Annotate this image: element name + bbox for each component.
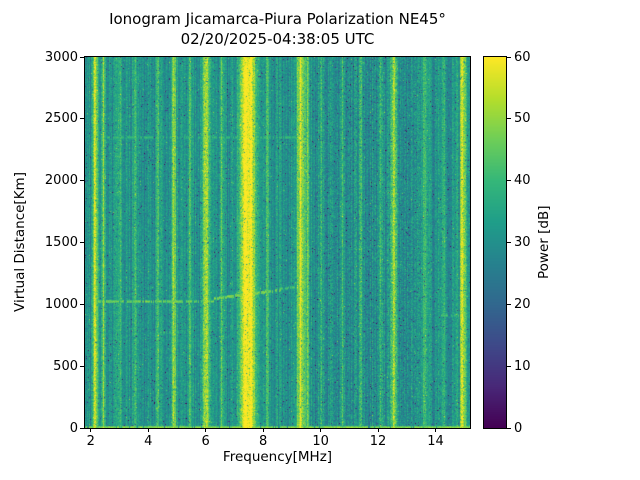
- x-tick-label: 6: [201, 434, 210, 449]
- colorbar-tick-mark: [507, 56, 511, 58]
- colorbar-tick-mark: [507, 365, 511, 367]
- colorbar-tick-mark: [507, 180, 511, 182]
- chart-subtitle: 02/20/2025-04:38:05 UTC: [180, 29, 375, 48]
- colorbar-tick-label: 20: [514, 296, 531, 312]
- y-tick-mark: [80, 427, 84, 429]
- chart-title: Ionogram Jicamarca-Piura Polarization NE…: [109, 10, 446, 28]
- y-tick-label: 500: [53, 358, 78, 374]
- y-tick-label: 2500: [44, 111, 78, 127]
- colorbar-tick-mark: [507, 303, 511, 305]
- y-tick-mark: [80, 303, 84, 305]
- y-tick-label: 0: [69, 420, 78, 436]
- x-tick-label: 10: [312, 434, 329, 449]
- x-tick-label: 14: [427, 434, 444, 449]
- colorbar-canvas: [484, 57, 506, 428]
- colorbar-tick-label: 30: [514, 235, 531, 250]
- colorbar-tick-mark: [507, 242, 511, 243]
- y-tick-mark: [80, 242, 84, 243]
- y-tick-mark: [80, 118, 84, 120]
- y-tick-label: 2000: [44, 173, 78, 189]
- x-tick-label: 4: [144, 434, 153, 449]
- x-tick-label: 8: [258, 434, 268, 449]
- y-axis-label: Virtual Distance[Km]: [12, 172, 28, 313]
- y-tick-mark: [80, 56, 84, 58]
- x-tick-mark: [377, 428, 379, 432]
- y-tick-mark: [80, 365, 84, 367]
- chart-title-block: Ionogram Jicamarca-Piura Polarization NE…: [85, 10, 470, 50]
- y-tick-label: 1000: [44, 296, 78, 312]
- x-tick-mark: [90, 428, 92, 432]
- heatmap-canvas: [85, 57, 470, 428]
- x-axis-label: Frequency[MHz]: [222, 449, 333, 465]
- x-tick-label: 2: [86, 434, 95, 449]
- y-tick-mark: [80, 180, 84, 182]
- colorbar-tick-label: 40: [514, 173, 531, 189]
- colorbar-tick-label: 50: [514, 111, 531, 127]
- x-tick-mark: [320, 428, 322, 432]
- colorbar: [483, 56, 507, 429]
- x-tick-mark: [147, 428, 149, 432]
- x-tick-label: 12: [369, 434, 387, 449]
- y-tick-label: 1500: [44, 235, 78, 250]
- colorbar-tick-mark: [507, 118, 511, 120]
- colorbar-tick-label: 0: [514, 420, 523, 436]
- colorbar-tick-label: 10: [514, 358, 531, 374]
- x-tick-mark: [262, 428, 264, 432]
- colorbar-tick-mark: [507, 427, 511, 429]
- x-tick-mark: [205, 428, 207, 432]
- colorbar-tick-label: 60: [514, 49, 531, 65]
- y-tick-label: 3000: [44, 49, 78, 65]
- heatmap-plot-area: [84, 56, 471, 429]
- colorbar-label: Power [dB]: [536, 205, 552, 280]
- x-tick-mark: [435, 428, 437, 432]
